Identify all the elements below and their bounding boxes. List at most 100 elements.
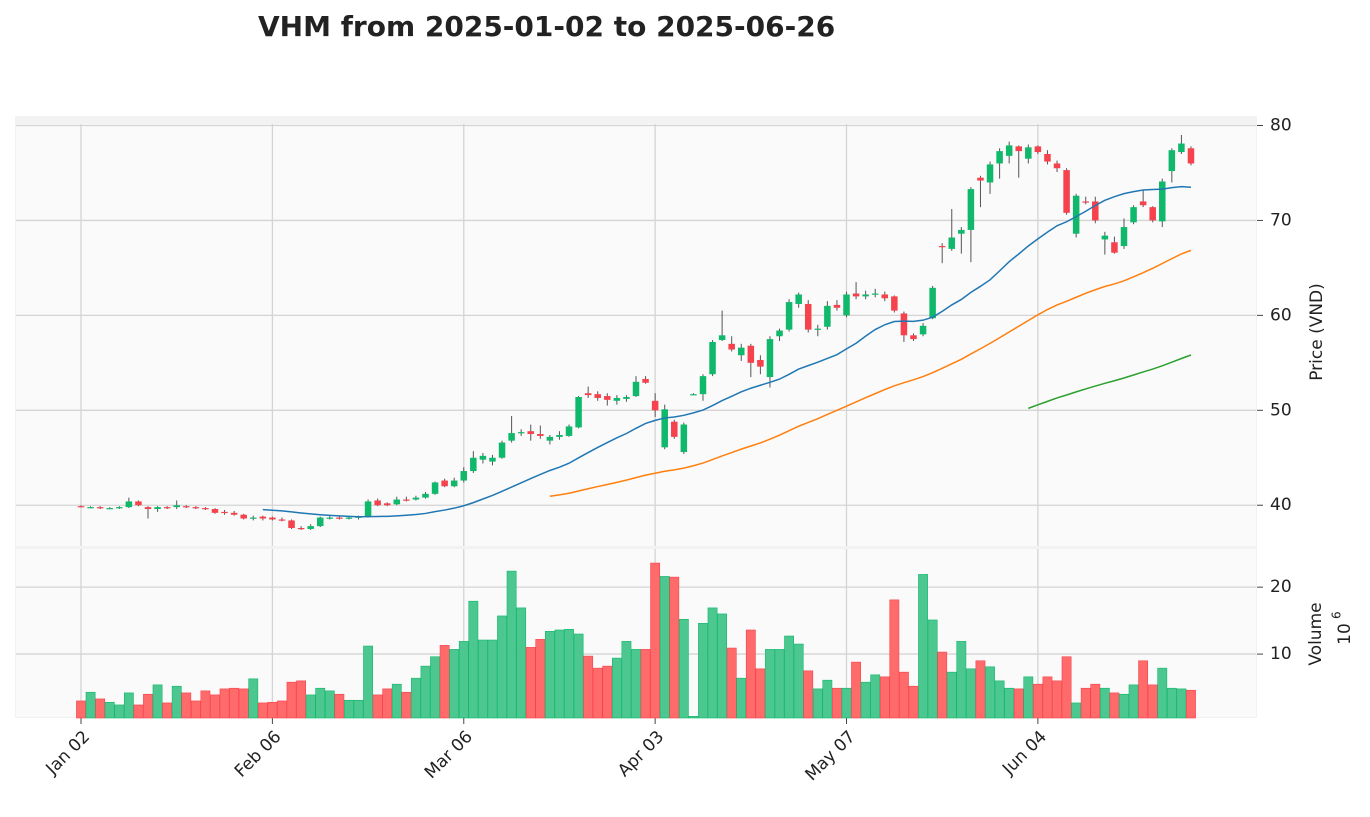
volume-bar xyxy=(181,692,192,719)
candle-body xyxy=(651,400,659,411)
volume-bar xyxy=(391,683,402,719)
volume-bar xyxy=(334,693,345,719)
volume-bar xyxy=(143,693,153,719)
volume-bar xyxy=(123,692,134,719)
candle-body xyxy=(843,294,850,316)
volume-bar xyxy=(1061,656,1072,719)
candle-body xyxy=(489,457,496,462)
chart-title: VHM from 2025-01-02 to 2025-06-26 xyxy=(258,10,835,43)
candle-body xyxy=(517,432,525,434)
volume-bar xyxy=(353,699,364,719)
candle-body xyxy=(604,396,611,400)
candle-body xyxy=(1044,153,1051,162)
candle-body xyxy=(431,482,439,494)
y-tick-label: 70 xyxy=(1270,210,1292,230)
candle-body xyxy=(527,431,534,435)
candle-body xyxy=(910,335,917,340)
volume-bar xyxy=(1099,687,1110,719)
volume-bar xyxy=(774,649,785,719)
volume-bar xyxy=(487,639,498,719)
candle-body xyxy=(192,507,200,509)
candle-body xyxy=(852,293,860,297)
candle-body xyxy=(1063,170,1070,213)
candle-body xyxy=(718,335,726,341)
volume-bar xyxy=(449,649,460,719)
candle-body xyxy=(259,516,267,519)
volume-bar xyxy=(1109,692,1120,719)
volume-bar xyxy=(344,699,354,719)
volume-bar xyxy=(516,607,527,719)
volume-bar xyxy=(133,704,144,719)
volume-bar xyxy=(95,698,106,719)
moving-average xyxy=(549,249,1192,498)
volume-bar xyxy=(162,702,173,719)
volume-tick-label: 20 xyxy=(1270,577,1292,597)
candle-body xyxy=(776,330,783,337)
candle-body xyxy=(1120,227,1128,247)
candle-body xyxy=(135,501,142,506)
volume-bar xyxy=(85,691,96,719)
volume-bar xyxy=(583,655,594,719)
candle-body xyxy=(623,397,630,399)
candle-body xyxy=(919,325,927,335)
x-tick-label: Mar 06 xyxy=(421,727,477,783)
volume-bar xyxy=(411,677,421,719)
candle-body xyxy=(766,339,774,378)
candle-body xyxy=(1159,181,1166,222)
candle-body xyxy=(1015,146,1022,152)
candle-body xyxy=(814,328,822,330)
volume-bar xyxy=(478,639,488,719)
candle-body xyxy=(278,519,286,521)
candle-body xyxy=(613,397,621,401)
volume-bar xyxy=(956,641,967,719)
volume-bar xyxy=(659,576,670,719)
x-tick-label: Feb 06 xyxy=(231,727,286,782)
volume-bar xyxy=(1157,667,1168,719)
volume-bar xyxy=(238,688,249,719)
volume-bar xyxy=(564,629,574,719)
candle-body xyxy=(824,305,831,327)
candle-body xyxy=(804,303,812,330)
volume-bar xyxy=(678,618,689,719)
candle-body xyxy=(221,511,228,514)
volume-bar xyxy=(114,704,125,719)
volume-bar xyxy=(544,631,555,719)
candle-body xyxy=(77,506,85,508)
candle-body xyxy=(833,304,841,308)
volume-bar xyxy=(1032,683,1043,719)
volume-axis-label: Volume xyxy=(1306,602,1326,665)
candle-body xyxy=(996,151,1003,164)
volume-bar xyxy=(832,687,842,719)
candle-body xyxy=(594,394,601,398)
candle-body xyxy=(967,189,975,230)
candle-body xyxy=(163,507,171,509)
volume-bar xyxy=(851,661,861,719)
volume-bar xyxy=(631,649,641,719)
volume-bar xyxy=(669,576,680,719)
volume-bar xyxy=(1176,688,1187,719)
volume-bar xyxy=(420,665,431,719)
volume-bar xyxy=(918,574,928,719)
candle-body xyxy=(326,517,334,519)
candle-body xyxy=(288,520,295,529)
volume-bar xyxy=(1013,688,1024,719)
volume-bar xyxy=(966,668,976,719)
candle-body xyxy=(680,424,688,453)
candle-body xyxy=(336,517,343,519)
volume-bar xyxy=(736,677,747,719)
volume-bar xyxy=(793,643,804,719)
candle-body xyxy=(96,507,104,509)
candle-body xyxy=(671,421,678,437)
candle-body xyxy=(575,397,582,428)
candle-body xyxy=(565,426,573,436)
candle-body xyxy=(345,517,353,519)
volume-bar xyxy=(707,607,718,719)
candle-body xyxy=(1025,147,1032,159)
candle-body xyxy=(537,434,544,436)
candle-body xyxy=(556,434,563,437)
volume-bar xyxy=(889,599,900,719)
volume-bar xyxy=(152,684,163,719)
volume-bar xyxy=(76,700,86,719)
volume-bar xyxy=(401,691,412,719)
